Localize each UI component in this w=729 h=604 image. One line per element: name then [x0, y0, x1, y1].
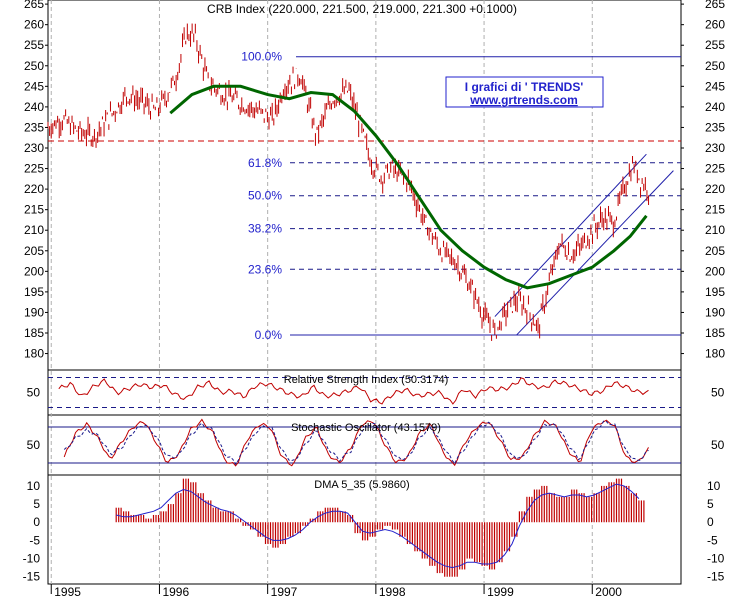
y-tick-label-left: 235	[24, 120, 44, 134]
main-panel-frame	[47, 0, 682, 371]
rsi-y-tick-label: 50	[27, 386, 41, 400]
dma-y-tick-label: -5	[707, 533, 718, 547]
moving-average-line	[169, 84, 648, 290]
y-tick-label-left: 265	[24, 0, 44, 11]
y-tick-label-left: 195	[24, 285, 44, 299]
dma-signal-line	[116, 483, 640, 569]
y-tick-label-left: 180	[24, 347, 44, 361]
y-tick-label-right: 235	[705, 120, 725, 134]
y-tick-label-right: 195	[705, 285, 725, 299]
y-tick-label-right: 255	[705, 38, 725, 52]
y-tick-label-right: 250	[705, 59, 725, 73]
dma-y-tick-label: 0	[33, 515, 40, 529]
y-tick-label-left: 185	[24, 326, 44, 340]
fibonacci-label: 0.0%	[255, 328, 283, 342]
trends-watermark-box	[445, 76, 604, 108]
dma-y-tick-label: -15	[23, 570, 41, 584]
y-tick-label-right: 190	[705, 305, 725, 319]
rsi-title: Relative Strength Index (50.3174)	[284, 374, 449, 386]
stoch-y-tick-label: 50	[27, 438, 41, 452]
x-tick-label: 1996	[162, 585, 189, 599]
y-tick-label-right: 220	[705, 182, 725, 196]
dma-title: DMA 5_35 (5.9860)	[314, 479, 409, 491]
y-tick-label-right: 230	[705, 141, 725, 155]
y-tick-label-left: 255	[24, 38, 44, 52]
dma-y-tick-label: 10	[27, 479, 41, 493]
y-tick-label-left: 205	[24, 244, 44, 258]
x-tick-label: 1998	[379, 585, 406, 599]
y-tick-label-right: 265	[705, 0, 725, 11]
x-tick-label: 1999	[487, 585, 514, 599]
stoch-y-tick-label: 50	[711, 438, 725, 452]
fibonacci-label: 50.0%	[248, 189, 282, 203]
rsi-y-tick-label: 50	[711, 386, 725, 400]
y-tick-label-left: 250	[24, 59, 44, 73]
fibonacci-label: 23.6%	[248, 262, 282, 276]
y-tick-label-left: 210	[24, 223, 44, 237]
y-tick-label-right: 200	[705, 264, 725, 278]
y-tick-label-right: 260	[705, 18, 725, 32]
stoch-series-line	[63, 420, 649, 466]
dma-y-tick-label: 5	[707, 497, 714, 511]
y-tick-label-left: 190	[24, 305, 44, 319]
x-tick-label: 1995	[54, 585, 81, 599]
y-tick-label-left: 220	[24, 182, 44, 196]
main-chart-title: CRB Index (220.000, 221.500, 219.000, 22…	[207, 2, 517, 16]
dma-y-tick-label: -5	[29, 533, 40, 547]
dma-y-tick-label: 5	[33, 497, 40, 511]
x-tick-label: 2000	[595, 585, 622, 599]
rsi-panel	[48, 377, 681, 408]
y-tick-label-left: 215	[24, 203, 44, 217]
y-tick-label-left: 230	[24, 141, 44, 155]
y-tick-label-right: 245	[705, 79, 725, 93]
dma-y-tick-label: -10	[707, 552, 725, 566]
dma-y-tick-label: 0	[707, 515, 714, 529]
fibonacci-label: 38.2%	[248, 222, 282, 236]
y-tick-label-left: 245	[24, 79, 44, 93]
dma-y-tick-label: -10	[23, 552, 41, 566]
y-tick-label-right: 240	[705, 100, 725, 114]
fibonacci-label: 61.8%	[248, 156, 282, 170]
trends-watermark-line2: www.grtrends.com	[469, 93, 578, 107]
dma-y-tick-label: -15	[707, 570, 725, 584]
y-tick-label-left: 200	[24, 264, 44, 278]
stoch-title: Stochastic Oscillator (43.1579)	[291, 422, 441, 434]
year-gridlines	[50, 0, 593, 584]
y-tick-label-right: 205	[705, 244, 725, 258]
fibonacci-label: 100.0%	[241, 50, 282, 64]
stochastic-panel	[48, 418, 681, 467]
dma-panel	[115, 478, 645, 577]
y-tick-label-left: 260	[24, 18, 44, 32]
dma-y-tick-label: 10	[707, 479, 721, 493]
trend-channel-line	[516, 170, 674, 336]
y-tick-label-right: 180	[705, 347, 725, 361]
y-tick-label-right: 215	[705, 203, 725, 217]
trends-watermark-line1: I grafici di ' TRENDS'	[465, 80, 584, 94]
trend-channel-line	[494, 153, 647, 317]
rsi-series-line	[58, 377, 649, 405]
y-tick-label-right: 225	[705, 162, 725, 176]
y-tick-label-left: 240	[24, 100, 44, 114]
y-tick-label-right: 210	[705, 223, 725, 237]
y-tick-label-right: 185	[705, 326, 725, 340]
y-tick-label-left: 225	[24, 162, 44, 176]
crb-main-panel: 100.0% 61.8% 50.0% 38.2% 23.6% 0.0%	[47, 23, 681, 342]
x-tick-label: 1997	[271, 585, 298, 599]
